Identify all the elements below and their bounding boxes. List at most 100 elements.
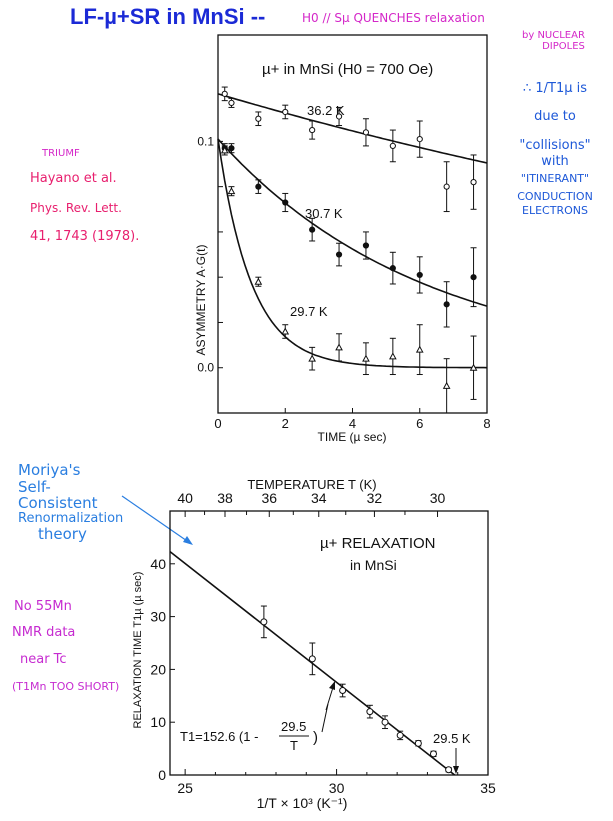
- note-line: theory: [38, 524, 87, 543]
- y-tick-label: 30: [150, 609, 166, 625]
- data-point: [309, 126, 316, 134]
- note-line: due to: [534, 109, 576, 125]
- x-axis-label: TIME (µ sec): [318, 430, 387, 444]
- data-point: [227, 187, 236, 195]
- chart-subtitle: in MnSi: [350, 557, 397, 573]
- data-point: [362, 354, 370, 362]
- top-x-tick-label: 38: [217, 490, 233, 506]
- page-title: LF-µ+SR in MnSi --: [70, 4, 266, 29]
- ref-authors: Hayano et al.: [30, 171, 117, 186]
- data-point: [443, 183, 450, 190]
- fit-curve-1: [217, 138, 488, 307]
- data-point: [339, 687, 347, 695]
- x-tick-label: 35: [480, 780, 496, 796]
- asymmetry-chart: 0 2 4 6 8 0.0 0.1 TIME (µ sec) ASYMMETRY A·G(t) µ…: [194, 34, 491, 444]
- note-line: Consistent: [18, 494, 98, 512]
- note-line: CONDUCTION: [517, 190, 593, 204]
- x-tick-label: 0: [214, 416, 221, 431]
- fit-equation: T1=152.6 (1 -: [180, 729, 258, 744]
- ref-citation: 41, 1743 (1978).: [30, 229, 140, 244]
- data-point: [255, 115, 262, 122]
- note-line: ∴ 1/T1µ is: [522, 81, 588, 96]
- data-point: [335, 251, 343, 258]
- moriya-note: Moriya's Self- Consistent Renormalizatio…: [18, 462, 123, 542]
- y-tick-label: 0: [158, 767, 166, 783]
- data-point: [282, 108, 289, 116]
- data-point: [260, 618, 268, 626]
- data-point: [308, 354, 316, 362]
- data-point: [308, 655, 316, 663]
- data-point: [366, 708, 374, 716]
- note-line: "collisions": [519, 137, 591, 153]
- x-tick-label: 6: [416, 416, 423, 431]
- data-point: [335, 343, 343, 351]
- plot-frame: [217, 34, 488, 414]
- chart-title: µ+ RELAXATION: [320, 535, 435, 552]
- data-point: [415, 345, 424, 353]
- ref-journal: Phys. Rev. Lett.: [30, 201, 122, 215]
- note-line: near Tc: [20, 651, 67, 667]
- tc-arrowhead: [453, 766, 459, 774]
- subtitle-line: by NUCLEAR: [522, 30, 585, 41]
- data-point: [442, 381, 451, 389]
- note-line: Moriya's: [18, 461, 81, 479]
- data-point: [389, 352, 397, 360]
- data-point: [255, 183, 262, 190]
- data-point: [362, 129, 370, 136]
- fit-equation-denominator: T: [290, 738, 298, 753]
- plot-frame: [169, 510, 489, 776]
- data-point: [396, 731, 404, 739]
- note-line: Self-: [18, 477, 51, 496]
- top-x-tick-label: 40: [177, 490, 193, 506]
- data-point: [429, 750, 437, 758]
- chart-title: µ+ in MnSi (H0 = 700 Oe): [262, 61, 433, 78]
- y-axis-label: ASYMMETRY A·G(t): [194, 245, 208, 356]
- data-point: [469, 363, 478, 371]
- moriya-arrow: [121, 495, 191, 544]
- data-point: [470, 274, 477, 281]
- top-x-tick-label: 30: [430, 490, 446, 506]
- data-point: [309, 226, 316, 233]
- data-point: [220, 146, 229, 154]
- series-label: 29.7 K: [290, 304, 328, 319]
- series-label: 30.7 K: [305, 206, 343, 221]
- y-tick-label: 10: [150, 714, 166, 730]
- data-point: [282, 199, 289, 206]
- top-x-tick-label: 36: [261, 490, 277, 506]
- data-point: [335, 113, 343, 120]
- top-x-tick-label: 34: [311, 490, 327, 506]
- fit-pointer-arrow: [321, 683, 335, 733]
- fit-equation-paren: ): [313, 729, 318, 746]
- data-point: [389, 265, 396, 272]
- y-tick-label: 0.0: [197, 361, 214, 375]
- subtitle-line: DIPOLES: [542, 41, 585, 52]
- data-point: [416, 271, 423, 279]
- right-notes: ∴ 1/T1µ is due to "collisions" with "ITI…: [500, 81, 610, 218]
- note-line: with: [541, 153, 569, 169]
- data-point: [254, 277, 263, 285]
- x-axis-label: 1/T × 10³ (K⁻¹): [257, 795, 348, 811]
- subtitle-continued: by NUCLEAR DIPOLES: [522, 30, 585, 52]
- x-tick-label: 30: [329, 780, 345, 796]
- note-line: ELECTRONS: [522, 204, 588, 218]
- top-x-axis-label: TEMPERATURE T (K): [247, 477, 376, 492]
- note-line: No 55Mn: [14, 599, 72, 614]
- relaxation-chart: 25 30 35 0 10 20 30 40 40 38 36 34 32 30 TEMPERATURE T…: [132, 477, 496, 811]
- y-tick-label: 40: [150, 556, 166, 572]
- note-line: (T1Mn TOO SHORT): [12, 679, 120, 693]
- data-point: [381, 718, 389, 726]
- fit-curve-2: [217, 138, 488, 369]
- subtitle: H0 // Sµ QUENCHES relaxation: [302, 11, 485, 25]
- note-line: Renormalization: [18, 510, 124, 526]
- data-point: [228, 99, 235, 107]
- data-point: [414, 739, 422, 747]
- y-tick-label: 20: [150, 661, 166, 677]
- data-point: [228, 145, 235, 152]
- nmr-note: No 55Mn NMR data near Tc (T1Mn TOO SHORT…: [12, 599, 120, 693]
- y-tick-label: 0.1: [197, 134, 214, 148]
- data-point: [470, 179, 477, 186]
- ref-lab: TRIUMF: [42, 148, 80, 159]
- y-axis-label: RELAXATION TIME T1µ (µ sec): [132, 572, 144, 729]
- x-tick-label: 4: [349, 416, 356, 431]
